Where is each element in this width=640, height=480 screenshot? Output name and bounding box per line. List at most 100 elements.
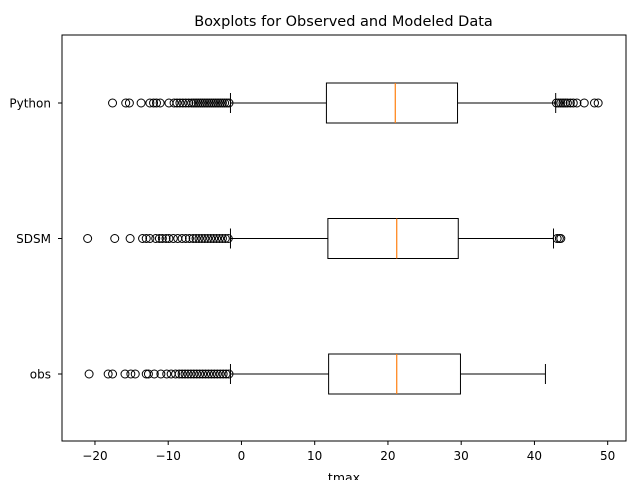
boxplot-obs xyxy=(84,353,546,395)
outlier-point xyxy=(83,234,93,243)
chart-title: Boxplots for Observed and Modeled Data xyxy=(194,14,493,30)
outlier-point xyxy=(156,369,166,379)
outlier-point xyxy=(221,369,231,379)
outlier-point xyxy=(189,369,199,379)
x-tick-label: −20 xyxy=(82,449,107,463)
outlier-point xyxy=(145,98,155,108)
x-tick-label: 40 xyxy=(527,449,542,463)
x-tick-label: 0 xyxy=(238,449,246,463)
boxplot-python xyxy=(108,82,603,124)
outlier-point xyxy=(162,369,172,379)
outlier-point xyxy=(203,234,213,243)
outlier-point xyxy=(209,98,219,108)
outlier-point xyxy=(206,98,216,108)
outlier-point xyxy=(183,369,193,379)
x-axis-ticks: −20 −10 0 10 20 30 40 50 xyxy=(82,441,615,463)
outlier-point xyxy=(178,98,188,108)
outlier-point xyxy=(556,234,566,243)
outlier-point xyxy=(149,369,159,379)
outlier-point xyxy=(175,98,185,108)
outlier-point xyxy=(161,234,171,243)
outlier-point xyxy=(194,234,204,243)
outlier-point xyxy=(222,98,232,108)
outlier-point xyxy=(174,369,184,379)
outlier-point xyxy=(217,98,227,108)
outlier-point xyxy=(201,369,211,379)
outlier-point xyxy=(124,98,134,108)
x-tick-label: 30 xyxy=(454,449,469,463)
outlier-point xyxy=(213,98,223,108)
outlier-point xyxy=(212,369,222,379)
outlier-point xyxy=(552,234,562,243)
outlier-point xyxy=(590,98,600,108)
outlier-point xyxy=(141,234,151,243)
y-axis-ticks: Python SDSM obs xyxy=(9,97,62,382)
iqr-box xyxy=(328,353,461,395)
outlier-point xyxy=(200,234,210,243)
outlier-point xyxy=(191,98,201,108)
outlier-point xyxy=(217,234,227,243)
outlier-point xyxy=(186,369,196,379)
outlier-point xyxy=(189,98,199,108)
x-tick-label: 10 xyxy=(307,449,322,463)
outlier-point xyxy=(212,234,222,243)
x-axis-label: tmax xyxy=(328,470,360,480)
outlier-point xyxy=(562,98,572,108)
outlier-point xyxy=(184,98,194,108)
outlier-point xyxy=(224,369,234,379)
outlier-point xyxy=(177,369,187,379)
outlier-point xyxy=(558,98,568,108)
outlier-point xyxy=(172,98,182,108)
outlier-point xyxy=(155,98,165,108)
outlier-point xyxy=(126,369,136,379)
outlier-point xyxy=(220,234,230,243)
boxplot-sdsm xyxy=(83,218,566,259)
outlier-point xyxy=(203,369,213,379)
outlier-point xyxy=(180,369,190,379)
outlier-point xyxy=(103,369,113,379)
outlier-point xyxy=(154,234,164,243)
outlier-point xyxy=(572,98,582,108)
y-tick-label: Python xyxy=(9,97,51,111)
outlier-point xyxy=(223,234,233,243)
outlier-point xyxy=(200,98,210,108)
outlier-point xyxy=(121,98,131,108)
outlier-point xyxy=(149,98,159,108)
outlier-point xyxy=(191,234,201,243)
outlier-point xyxy=(171,369,181,379)
outlier-point xyxy=(120,369,130,379)
outlier-point xyxy=(204,98,214,108)
outlier-point xyxy=(169,98,179,108)
outlier-point xyxy=(187,98,197,108)
y-tick-label: SDSM xyxy=(16,232,51,246)
outlier-point xyxy=(188,234,198,243)
outlier-point xyxy=(209,369,219,379)
x-tick-label: −10 xyxy=(156,449,181,463)
outlier-point xyxy=(218,369,228,379)
outlier-point xyxy=(554,98,564,108)
outlier-point xyxy=(206,369,216,379)
outlier-point xyxy=(565,98,575,108)
outlier-point xyxy=(164,234,174,243)
outlier-point xyxy=(136,98,146,108)
outlier-point xyxy=(151,98,161,108)
outlier-point xyxy=(224,98,234,108)
outlier-point xyxy=(110,234,120,243)
iqr-box xyxy=(327,218,459,259)
outlier-point xyxy=(84,369,94,379)
outlier-point xyxy=(168,234,178,243)
outlier-point xyxy=(108,98,118,108)
outlier-point xyxy=(125,234,135,243)
outlier-point xyxy=(556,98,566,108)
iqr-box xyxy=(325,82,459,124)
x-tick-label: 50 xyxy=(600,449,615,463)
outlier-point xyxy=(220,98,230,108)
outlier-point xyxy=(215,98,225,108)
outlier-point xyxy=(197,234,207,243)
outlier-point xyxy=(108,369,118,379)
outlier-point xyxy=(215,369,225,379)
outlier-point xyxy=(195,369,205,379)
outlier-point xyxy=(177,234,187,243)
outlier-point xyxy=(209,234,219,243)
outlier-point xyxy=(568,98,578,108)
